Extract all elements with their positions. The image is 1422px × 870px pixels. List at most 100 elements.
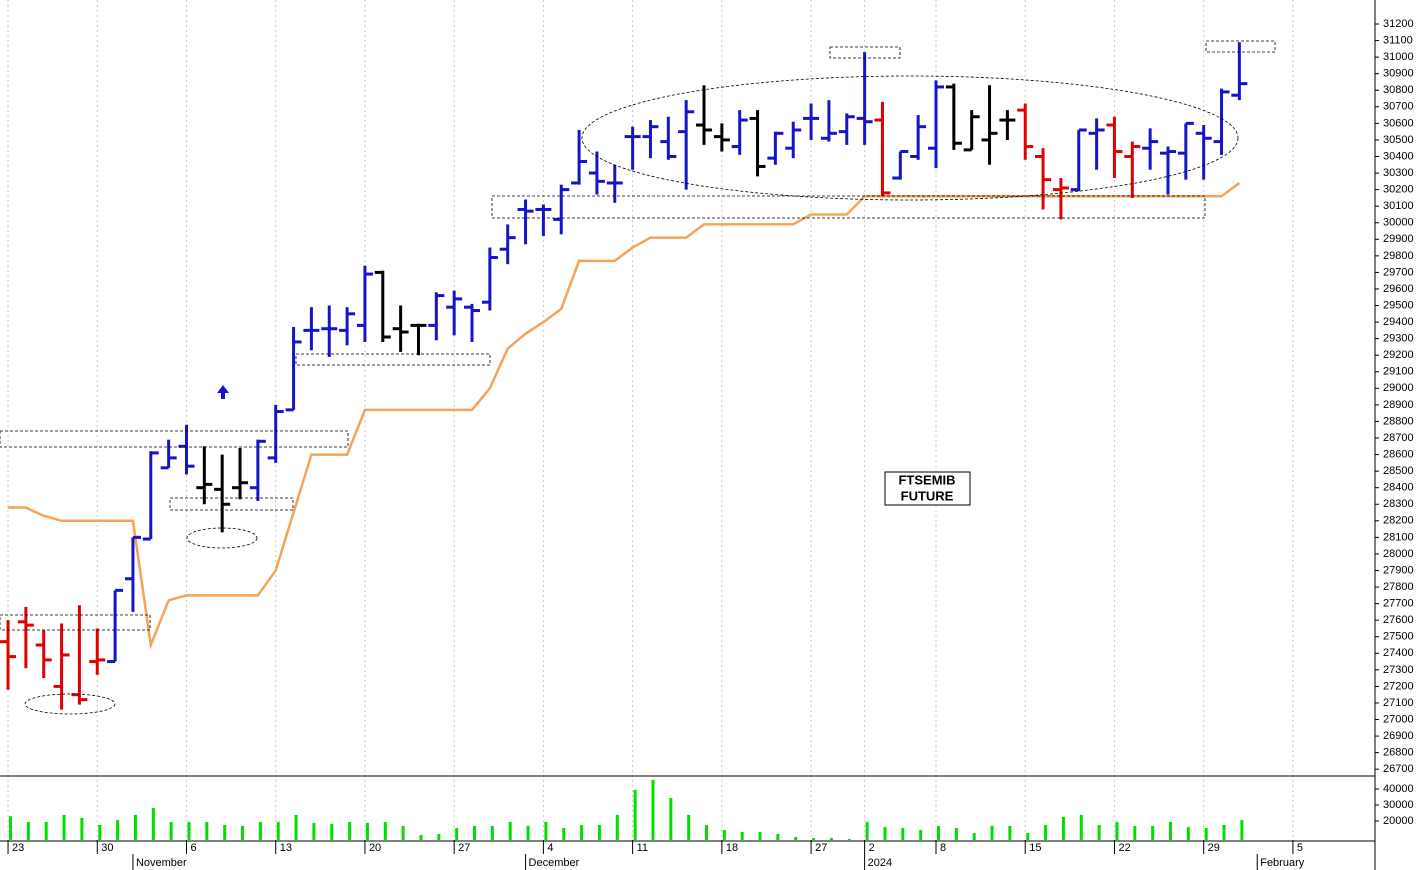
volume-bar: [847, 838, 851, 840]
volume-bar: [1204, 828, 1208, 840]
y-tick-label: 28100: [1383, 531, 1414, 543]
y-tick-label: 29100: [1383, 366, 1414, 378]
y-tick-label: 27400: [1383, 647, 1414, 659]
volume-bar: [383, 821, 387, 840]
volume-bar: [776, 833, 780, 840]
x-tick-label: 13: [280, 842, 292, 854]
x-tick-label: 29: [1208, 842, 1220, 854]
volume-bar: [562, 828, 566, 840]
volume-tick-label: 20000: [1383, 815, 1414, 827]
up-arrow: [217, 385, 229, 399]
volume-bar: [829, 837, 833, 840]
x-tick-label: 5: [1297, 842, 1303, 854]
y-tick-label: 30800: [1383, 84, 1414, 96]
volume-bar: [1044, 824, 1048, 840]
volume-bar: [62, 814, 66, 840]
y-tick-label: 27800: [1383, 581, 1414, 593]
y-tick-label: 27700: [1383, 598, 1414, 610]
volume-bar: [812, 837, 816, 840]
y-tick-label: 27500: [1383, 631, 1414, 643]
volume-bar: [544, 821, 548, 840]
volume-bar: [687, 814, 691, 840]
y-tick-label: 26700: [1383, 763, 1414, 775]
volume-bar: [705, 824, 709, 840]
range-box: [295, 353, 491, 366]
volume-bar: [276, 821, 280, 840]
volume-bar: [312, 822, 316, 840]
volume-bar: [883, 826, 887, 840]
y-tick-label: 30900: [1383, 68, 1414, 80]
y-tick-label: 29900: [1383, 233, 1414, 245]
annotations: FTSEMIB FUTURE: [0, 40, 1276, 715]
volume-bar: [1079, 814, 1083, 840]
volume-bar: [508, 821, 512, 840]
x-tick-label: 20: [369, 842, 381, 854]
volume-bar: [473, 825, 477, 840]
volume-bar: [1133, 825, 1137, 840]
volume-bar: [169, 821, 173, 840]
volume-bar: [1240, 820, 1244, 840]
y-tick-label: 28700: [1383, 432, 1414, 444]
volume-bar: [223, 824, 227, 840]
y-tick-label: 29800: [1383, 250, 1414, 262]
volume-bar: [241, 825, 245, 840]
volume-bar: [187, 821, 191, 840]
y-tick-label: 28600: [1383, 448, 1414, 460]
volume-bar: [330, 824, 334, 840]
volume-bar: [990, 825, 994, 840]
y-tick-label: 28400: [1383, 482, 1414, 494]
volume-bar: [490, 825, 494, 840]
volume-bar: [1115, 821, 1119, 840]
volume-bar: [9, 816, 13, 840]
volume-bar: [954, 828, 958, 840]
volume-bar: [919, 829, 923, 840]
ellipse-mark: [581, 75, 1239, 201]
volume-bar: [258, 821, 262, 840]
y-tick-label: 27100: [1383, 697, 1414, 709]
volume-bar: [1061, 816, 1065, 840]
volume-bar: [722, 829, 726, 840]
volume-tick-label: 30000: [1383, 799, 1414, 811]
volume-bar: [151, 808, 155, 840]
y-tick-label: 30200: [1383, 184, 1414, 196]
annotation: FUTURE: [901, 488, 954, 503]
volume-bar: [758, 832, 762, 840]
y-tick-label: 27600: [1383, 614, 1414, 626]
range-box: [0, 614, 151, 631]
y-tick-label: 30400: [1383, 150, 1414, 162]
volume-bar: [294, 814, 298, 840]
volume-bar: [133, 814, 137, 840]
ellipse-mark: [24, 693, 116, 715]
y-tick-label: 30500: [1383, 134, 1414, 146]
y-tick-label: 31200: [1383, 18, 1414, 30]
y-tick-label: 26900: [1383, 730, 1414, 742]
volume-bar: [633, 789, 637, 840]
y-tick-label: 28200: [1383, 515, 1414, 527]
y-tick-label: 29000: [1383, 382, 1414, 394]
x-tick-label: 23: [12, 842, 24, 854]
range-box: [491, 195, 1206, 219]
volume-tick-label: 40000: [1383, 783, 1414, 795]
volume-bar: [597, 824, 601, 840]
volume-bar: [972, 832, 976, 840]
range-box: [0, 430, 349, 448]
volume-bar: [651, 780, 655, 840]
y-tick-label: 27200: [1383, 680, 1414, 692]
ellipse-mark: [186, 527, 258, 549]
y-tick-label: 30000: [1383, 217, 1414, 229]
y-tick-label: 27900: [1383, 564, 1414, 576]
y-tick-label: 27000: [1383, 713, 1414, 725]
y-tick-label: 29300: [1383, 333, 1414, 345]
x-tick-label: 11: [637, 842, 648, 854]
volume-bar: [580, 824, 584, 840]
x-tick-label: 22: [1118, 842, 1130, 854]
volume-bar: [1151, 825, 1155, 840]
volume-bar: [1168, 821, 1172, 840]
y-tick-label: 30100: [1383, 200, 1414, 212]
x-tick-label: 6: [190, 842, 196, 854]
month-label: 2024: [868, 857, 892, 869]
y-tick-label: 26800: [1383, 747, 1414, 759]
volume-bar: [419, 834, 423, 840]
range-box: [169, 497, 294, 511]
volume-bar: [669, 797, 673, 840]
